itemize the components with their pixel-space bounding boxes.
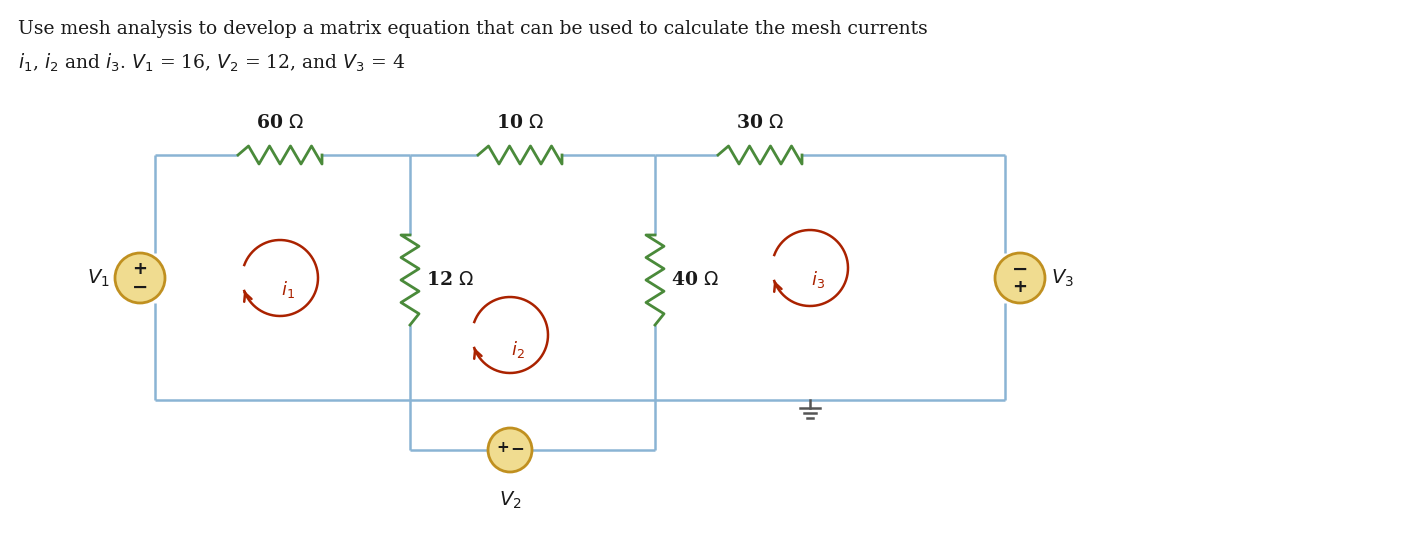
Text: 10 $\Omega$: 10 $\Omega$ (495, 114, 545, 132)
Circle shape (995, 253, 1046, 303)
Text: $V_3$: $V_3$ (1051, 267, 1074, 289)
Text: +: + (133, 260, 148, 278)
Text: $i_3$: $i_3$ (811, 270, 825, 291)
Text: $V_2$: $V_2$ (498, 490, 521, 511)
Text: 12 $\Omega$: 12 $\Omega$ (426, 271, 474, 289)
Text: 60 $\Omega$: 60 $\Omega$ (255, 114, 305, 132)
Text: Use mesh analysis to develop a matrix equation that can be used to calculate the: Use mesh analysis to develop a matrix eq… (18, 20, 928, 38)
Text: $i_1$: $i_1$ (281, 280, 295, 301)
Circle shape (488, 428, 532, 472)
Text: −: − (509, 439, 523, 457)
Circle shape (116, 253, 165, 303)
Text: $V_1$: $V_1$ (86, 267, 110, 289)
Text: $i_2$: $i_2$ (511, 338, 525, 359)
Text: −: − (131, 278, 148, 296)
Text: +: + (1013, 278, 1027, 296)
Text: +: + (497, 441, 509, 456)
Text: $i_1$, $i_2$ and $i_3$. $V_1$ = 16, $V_2$ = 12, and $V_3$ = 4: $i_1$, $i_2$ and $i_3$. $V_1$ = 16, $V_2… (18, 52, 405, 74)
Text: 40 $\Omega$: 40 $\Omega$ (672, 271, 720, 289)
Text: 30 $\Omega$: 30 $\Omega$ (737, 114, 785, 132)
Text: −: − (1012, 259, 1029, 279)
